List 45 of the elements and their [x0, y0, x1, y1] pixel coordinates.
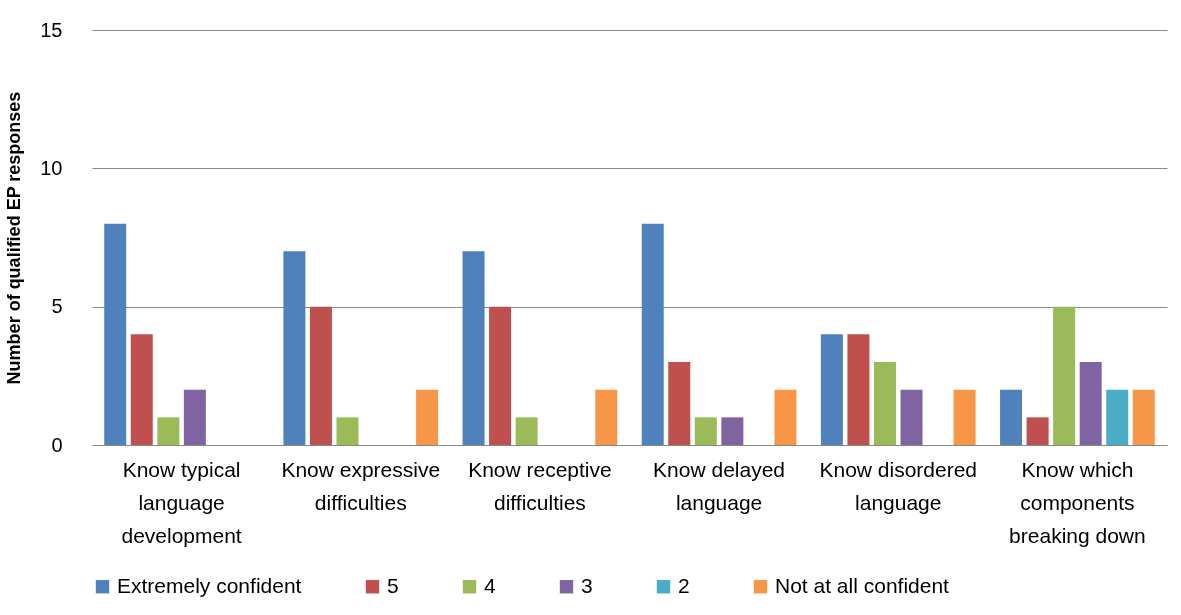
bar [1053, 306, 1076, 445]
bar [953, 389, 976, 445]
y-tick-label: 15 [40, 18, 63, 41]
bar [641, 223, 664, 445]
x-tick-label: Know receptive difficulties [468, 457, 612, 514]
legend-label: Not at all confident [775, 573, 950, 597]
legend-label: 3 [581, 573, 593, 597]
bar [104, 223, 127, 445]
bar [309, 306, 332, 445]
legend-label: 4 [484, 573, 496, 597]
bar [1132, 389, 1155, 445]
bar [336, 417, 359, 445]
legend-label: 5 [387, 573, 399, 597]
x-tick-label: Know typical language development [121, 457, 242, 547]
bar [847, 334, 870, 445]
y-axis-title: Number of qualified EP responses [4, 91, 25, 385]
bar [595, 389, 618, 445]
bar [157, 417, 180, 445]
bar [489, 306, 512, 445]
bar [515, 417, 538, 445]
y-tick-label: 0 [51, 433, 63, 456]
x-tick-label: Know which components breaking down [1009, 457, 1146, 547]
bar [283, 251, 306, 445]
bar [774, 389, 797, 445]
legend-label: 2 [678, 573, 690, 597]
legend-label: Extremely confident [117, 573, 302, 597]
y-tick-label: 10 [40, 156, 63, 179]
bar [1026, 417, 1049, 445]
bar [416, 389, 439, 445]
bar [668, 362, 691, 445]
bar [1079, 362, 1102, 445]
bar [820, 334, 843, 445]
bar [694, 417, 717, 445]
x-tick-label: Know disordered language [819, 457, 978, 514]
bar [873, 362, 896, 445]
bar [462, 251, 485, 445]
bar [130, 334, 153, 445]
bar [183, 389, 206, 445]
bar [721, 417, 744, 445]
bar [1000, 389, 1023, 445]
x-tick-label: Know delayed language [653, 457, 786, 514]
bar [1106, 389, 1129, 445]
y-tick-label: 5 [51, 295, 63, 318]
x-tick-label: Know expressive difficulties [281, 457, 441, 514]
bar [900, 389, 923, 445]
